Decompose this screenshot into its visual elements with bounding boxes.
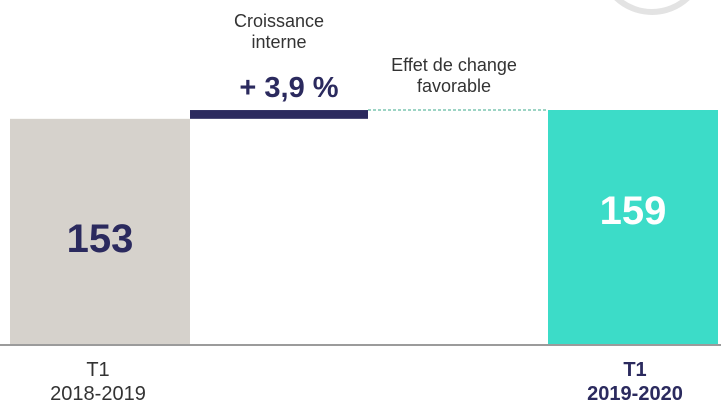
bar-croissance-interne [190,110,368,119]
bar-start-total [10,118,190,344]
data-label-end: 159 [600,189,667,233]
category-label-start: T1 2018-2019 [50,359,146,405]
bar-end-total [548,110,718,344]
step-label-effet-de-change: Effet de change favorable [391,55,517,96]
step-label-croissance-interne: Croissance interne [234,11,324,52]
bars-group [10,109,718,344]
corner-decoration [614,0,690,15]
data-label-croissance-interne: + 3,9 % [239,72,338,104]
category-label-end: T1 2019-2020 [587,359,683,405]
labels-group: 153 159 Croissance interne + 3,9 % Effet de c… [50,11,683,405]
data-label-start: 153 [67,217,134,261]
corner-circle-decoration [614,0,690,15]
